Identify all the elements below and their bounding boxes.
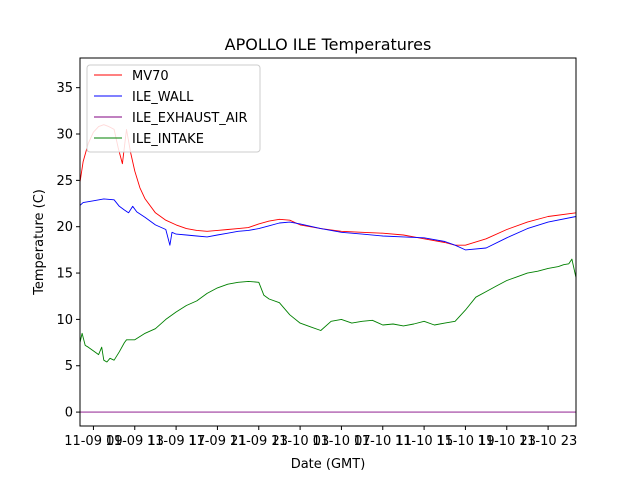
legend-label-ile-wall: ILE_WALL <box>132 90 194 105</box>
y-tick-label: 20 <box>56 220 73 235</box>
x-tick-label: 11-10 07 <box>312 434 370 449</box>
y-axis-label: Temperature (C) <box>32 189 47 296</box>
x-tick-label: 11-09 09 <box>64 434 122 449</box>
x-tick-label: 11-09 17 <box>147 434 205 449</box>
legend-label-mv70: MV70 <box>132 69 169 84</box>
y-tick-label: 15 <box>56 267 73 282</box>
y-tick-label: 10 <box>56 313 73 328</box>
x-tick-label: 11-10 11 <box>354 434 412 449</box>
series-line-ile-wall <box>79 198 577 251</box>
y-tick-label: 30 <box>56 128 73 143</box>
legend-box <box>86 64 261 153</box>
y-tick-label: 0 <box>65 406 73 421</box>
y-tick-label: 25 <box>56 174 73 189</box>
x-tick-label: 11-10 23 <box>519 434 577 449</box>
chart-title: APOLLO ILE Temperatures <box>225 35 432 54</box>
x-tick-label: 11-09 21 <box>188 434 246 449</box>
x-tick-label: 11-10 23 <box>478 434 536 449</box>
series-line-ile-intake <box>79 258 577 363</box>
y-tick-label: 5 <box>65 359 73 374</box>
legend-label-ile-intake: ILE_INTAKE <box>132 132 204 147</box>
legend: MV70 ILE_WALL ILE_EXHAUST_AIR ILE_INTAKE <box>86 64 261 153</box>
x-tick-label: 11-10 03 <box>271 434 329 449</box>
x-tick-label: 11-09 23 <box>230 434 288 449</box>
legend-label-ile-exhaust-air: ILE_EXHAUST_AIR <box>132 111 248 126</box>
x-tick-label: 11-10 15 <box>395 434 453 449</box>
axes-frame <box>79 57 577 427</box>
x-tick-label: 11-10 19 <box>436 434 494 449</box>
y-tick-label: 35 <box>56 81 73 96</box>
x-tick-label: 11-09 13 <box>106 434 164 449</box>
x-axis-label: Date (GMT) <box>291 457 366 472</box>
